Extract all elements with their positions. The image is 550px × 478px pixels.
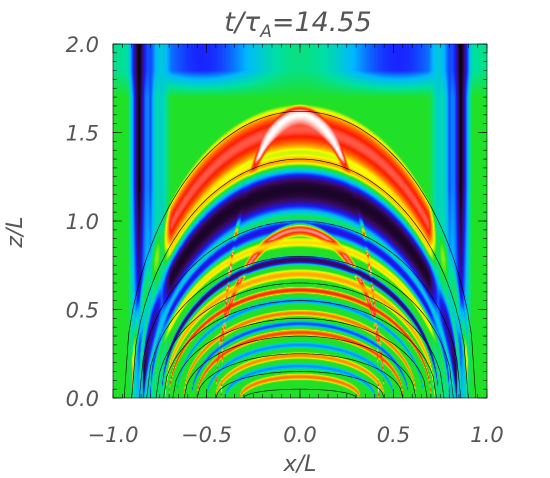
contour-line [215, 371, 385, 398]
contour-line [196, 353, 404, 398]
contour-lines [123, 111, 477, 398]
contour-line [138, 220, 462, 398]
contour-line [183, 335, 417, 398]
x-axis-tick-labels: −1.0 −0.5 0.0 0.5 1.0 [88, 423, 504, 447]
x-axis-label: x/L [283, 452, 317, 477]
y-axis-label: z/L [3, 216, 28, 248]
y-tick-label: 0.5 [66, 299, 99, 323]
y-tick-label: 0.0 [66, 387, 99, 411]
y-tick-label: 1.0 [66, 210, 99, 234]
contour-line [146, 256, 454, 398]
plot-area [112, 43, 488, 399]
contour-line [163, 300, 437, 398]
y-axis-tick-labels: 0.0 0.5 1.0 1.5 2.0 [66, 33, 99, 411]
x-tick-label: −1.0 [88, 423, 139, 447]
y-tick-label: 2.0 [66, 33, 99, 57]
x-tick-label: −0.5 [181, 423, 232, 447]
contour-line [123, 111, 477, 398]
x-tick-label: 1.0 [470, 423, 503, 447]
contour-line [155, 282, 445, 398]
x-tick-label: 0.5 [377, 423, 410, 447]
y-tick-label: 1.5 [66, 122, 99, 146]
x-axis-ticks [112, 44, 488, 398]
x-tick-label: 0.0 [283, 423, 316, 447]
chart-title: t/τA=14.55 [224, 7, 372, 42]
y-axis-ticks [113, 43, 487, 399]
contour-line [172, 318, 428, 398]
contour-line [131, 158, 469, 398]
